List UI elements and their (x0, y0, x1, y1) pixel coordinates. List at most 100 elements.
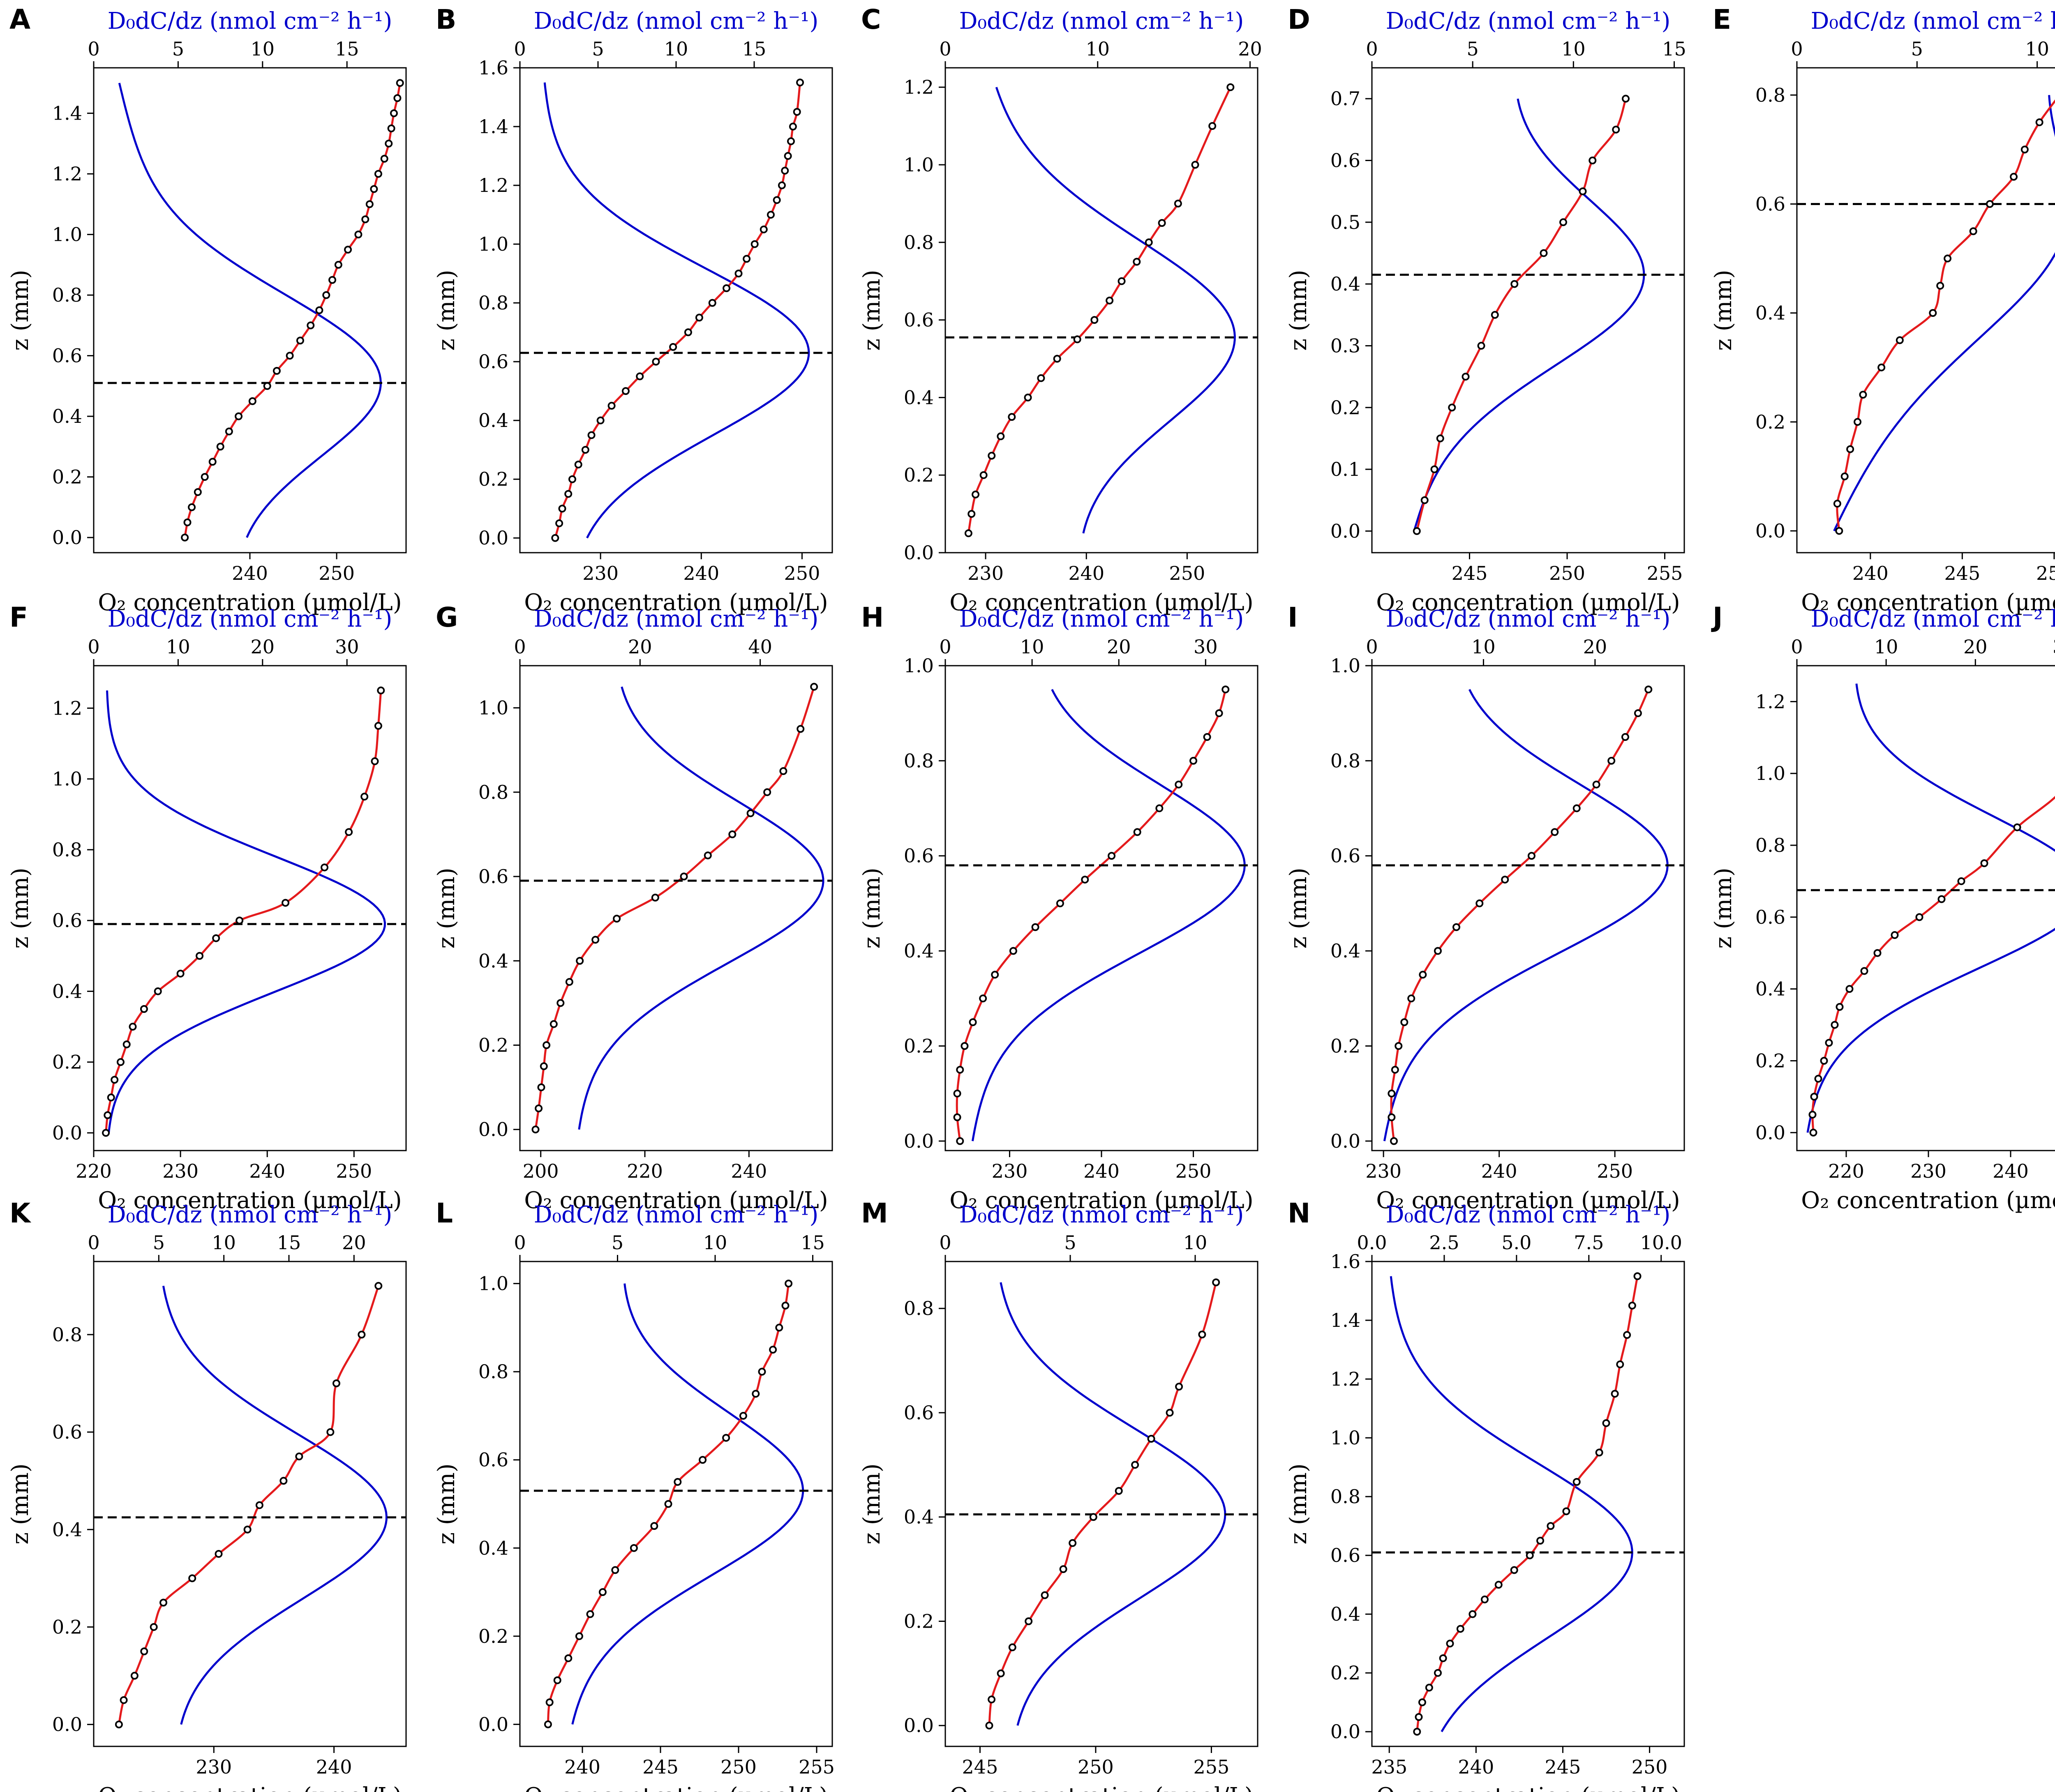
data-point (1616, 1360, 1624, 1368)
data-point (576, 957, 584, 965)
data-point (722, 1434, 730, 1442)
plot-frame (519, 67, 833, 554)
data-point (1936, 281, 1944, 290)
data-point (188, 1574, 196, 1582)
top-tick-label: 0 (514, 1232, 526, 1254)
y-axis-title: z (mm) (859, 270, 885, 351)
y-tick-label: 0.0 (478, 527, 508, 549)
data-point (781, 1301, 790, 1310)
data-point (988, 1695, 996, 1704)
x-tick-label: 230 (196, 1756, 232, 1778)
x-tick-label: 250 (319, 562, 355, 584)
x-axis-title: O₂ concentration (µmol/L) (949, 1187, 1253, 1214)
data-point (1607, 756, 1616, 765)
data-point (1388, 1113, 1396, 1121)
data-point (555, 519, 563, 527)
data-point (225, 427, 233, 436)
data-point (988, 452, 996, 460)
data-point (1037, 374, 1045, 382)
data-point (361, 215, 369, 224)
data-point (1944, 254, 1952, 263)
top-tick-label: 0 (88, 38, 99, 60)
data-point (102, 1129, 110, 1137)
x-tick-label: 245 (1452, 562, 1488, 584)
top-tick-label: 10 (166, 636, 190, 658)
top-tick-label: 0 (1366, 636, 1378, 658)
data-point (176, 969, 185, 978)
data-point (1929, 309, 1937, 317)
y-tick-label: 0.0 (52, 526, 82, 549)
y-tick-label: 0.6 (478, 1449, 508, 1471)
data-point (574, 460, 582, 468)
fit-curve (105, 690, 382, 1133)
data-point (568, 475, 576, 483)
x-axis-title: O₂ concentration (µmol/L) (949, 589, 1253, 616)
y-tick-label: 1.2 (1755, 690, 1785, 713)
top-axis-title: D₀dC/dz (nmol cm⁻² h⁻¹) (534, 8, 819, 35)
x-tick-label: 230 (162, 1160, 199, 1182)
data-point (695, 314, 703, 322)
data-point (1155, 804, 1164, 812)
y-tick-label: 0.8 (52, 1324, 82, 1346)
data-point (1595, 1448, 1603, 1457)
y-axis-title: z (mm) (1710, 270, 1737, 351)
y-axis-title: z (mm) (433, 867, 460, 948)
data-point (295, 1452, 303, 1460)
y-axis-title: z (mm) (433, 270, 460, 351)
y-tick-label: 1.0 (904, 655, 934, 677)
top-tick-label: 5 (153, 1232, 165, 1254)
data-point (1814, 1075, 1822, 1083)
y-tick-label: 0.0 (904, 542, 934, 564)
top-tick-label: 20 (1107, 636, 1131, 658)
data-point (767, 211, 775, 219)
top-tick-label: 10 (703, 1232, 727, 1254)
y-tick-label: 0.4 (478, 950, 508, 972)
panel-label: L (436, 1197, 453, 1229)
data-point (793, 108, 801, 116)
data-point (1420, 496, 1429, 504)
data-point (1391, 1066, 1399, 1074)
data-point (377, 686, 385, 694)
top-tick-label: 10 (212, 1232, 236, 1254)
data-point (322, 291, 330, 299)
data-point (236, 916, 244, 925)
data-point (129, 1023, 137, 1031)
plot-frame (1371, 665, 1685, 1151)
flux-curve (1000, 1282, 1226, 1726)
y-tick-label: 0.0 (1330, 1130, 1360, 1152)
data-point (1166, 1409, 1174, 1417)
y-tick-label: 0.8 (904, 750, 934, 772)
flux-curve (162, 1285, 388, 1725)
data-point (1212, 1278, 1220, 1287)
data-point (1859, 391, 1867, 399)
data-point (750, 240, 759, 248)
y-tick-label: 0.2 (1330, 1035, 1360, 1057)
top-tick-label: 10.0 (1640, 1232, 1682, 1254)
y-tick-label: 0.6 (904, 1402, 934, 1424)
fit-curve (1390, 689, 1649, 1142)
data-point (1957, 877, 1965, 885)
x-tick-label: 250 (2036, 562, 2055, 584)
top-axis-title: D₀dC/dz (nmol cm⁻² h⁻¹) (534, 606, 819, 632)
top-tick-label: 5 (1064, 1232, 1076, 1254)
data-point (120, 1696, 128, 1704)
y-tick-label: 0.0 (1755, 520, 1785, 542)
data-point (556, 999, 565, 1007)
top-tick-label: 0 (1366, 38, 1378, 60)
y-tick-label: 1.0 (478, 1273, 508, 1295)
top-tick-label: 7.5 (1574, 1232, 1604, 1254)
data-point (1208, 122, 1217, 130)
top-tick-label: 5 (1911, 38, 1923, 60)
data-point (1436, 434, 1444, 443)
plot-area (1372, 95, 1684, 535)
data-point (684, 328, 692, 337)
data-point (393, 94, 402, 102)
data-point (122, 1040, 131, 1049)
data-point (598, 1588, 607, 1596)
data-point (1611, 1390, 1619, 1398)
plot-area (945, 1278, 1258, 1730)
fit-curve (1416, 1276, 1639, 1732)
data-point (591, 936, 600, 944)
top-tick-label: 0 (939, 636, 951, 658)
y-tick-label: 0.2 (904, 464, 934, 486)
